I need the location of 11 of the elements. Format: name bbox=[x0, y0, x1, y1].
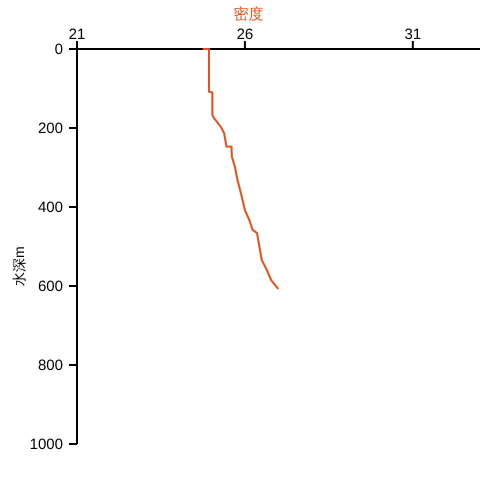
y-tick-label: 800 bbox=[38, 357, 63, 374]
y-tick-label: 1000 bbox=[30, 436, 63, 453]
x-tick-label: 31 bbox=[404, 26, 422, 43]
y-tick-label: 400 bbox=[38, 199, 63, 216]
y-tick-label: 0 bbox=[54, 41, 63, 58]
x-axis-title: 密度 bbox=[234, 6, 264, 23]
y-tick-label: 600 bbox=[38, 278, 63, 295]
x-tick-label: 21 bbox=[68, 26, 86, 43]
y-tick-label: 200 bbox=[38, 120, 63, 137]
y-axis-title: 水深m bbox=[11, 246, 27, 286]
x-tick-label: 26 bbox=[236, 26, 254, 43]
